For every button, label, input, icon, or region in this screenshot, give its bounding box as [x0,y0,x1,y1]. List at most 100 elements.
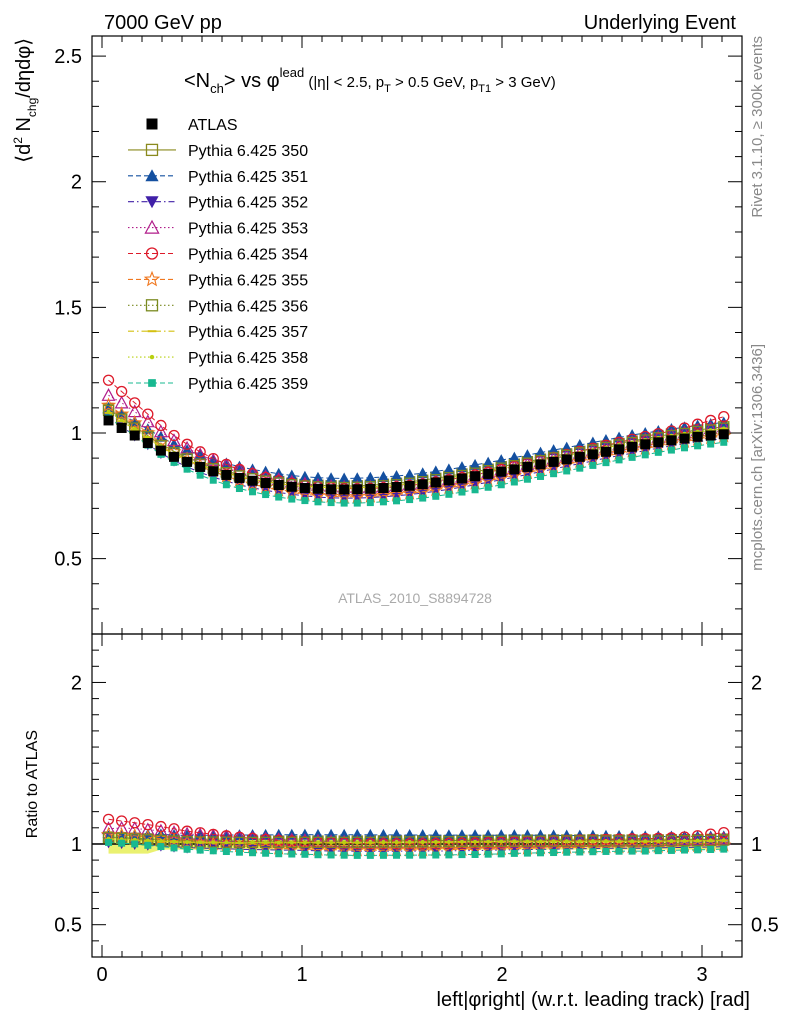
data-point [299,483,310,494]
data-point [470,471,481,482]
legend-marker [145,247,159,260]
main-y-tick-label: 1 [71,423,82,445]
data-point [301,497,309,505]
data-point [353,499,361,507]
svg-text:<Nch> vs φlead (|η| < 2.5, pT: <Nch> vs φlead (|η| < 2.5, pT > 0.5 GeV,… [184,65,556,96]
ratio-data-point [643,839,648,844]
data-point [692,431,703,442]
ratio-data-point [102,813,115,825]
ratio-data-point [523,849,531,857]
data-point [142,408,154,420]
data-point [132,426,137,431]
ratio-data-point [469,835,481,848]
legend-entry: Pythia 6.425 358 [128,350,308,367]
data-point [366,499,374,507]
ratio-data-point [157,843,165,851]
data-point [694,442,702,450]
legend-label: Pythia 6.425 354 [188,247,308,264]
ratio-data-point [196,846,204,854]
legend-entry: Pythia 6.425 354 [128,247,308,264]
data-point [561,454,572,465]
main-y-tick-label: 2 [71,172,82,194]
ratio-data-point [170,844,178,852]
ratio-data-point [420,840,425,845]
ratio-data-point [615,847,623,855]
ratio-data-point [276,840,281,845]
ratio-data-point [695,838,700,843]
data-point [602,459,610,467]
legend-label: Pythia 6.425 353 [188,221,308,238]
ratio-data-point [577,839,582,844]
data-point [429,465,442,477]
ratio-data-point [486,839,491,844]
ratio-data-point [315,840,320,845]
data-point [495,454,508,466]
data-point [508,451,521,463]
data-point [286,481,297,492]
ratio-data-point [180,826,195,840]
ratio-data-point [297,833,312,847]
data-point [182,456,193,467]
legend-label: Pythia 6.425 356 [188,298,308,315]
data-point [195,461,206,472]
ratio-data-point [144,841,152,849]
ratio-data-point [419,851,427,859]
ratio-data-point [589,848,597,856]
data-point [654,448,662,456]
data-point [221,469,232,480]
ratio-data-point [131,840,139,848]
legend-marker [145,143,159,157]
ratio-data-point [237,840,242,845]
data-point [393,497,401,505]
data-point [720,438,728,446]
ratio-data-point [473,839,478,844]
data-point [234,472,245,483]
data-point [563,467,571,475]
data-point [351,472,364,484]
main-y-tick-label: 2.5 [54,46,82,68]
ratio-data-point [351,846,364,858]
main-panel: 0.5 1 1.5 2 2.5 [54,35,743,635]
data-point [548,456,559,467]
ratio-y-tick-label-right: 2 [751,672,762,694]
data-point [443,475,454,486]
data-point [416,488,429,500]
ratio-data-point [207,828,219,841]
series-pythia-6-425-359 [105,414,728,507]
ratio-data-point [720,845,728,853]
data-point [445,490,453,498]
data-point [351,493,364,505]
ratio-data-point [407,840,412,845]
data-point [496,466,507,477]
data-point [273,480,284,491]
ratio-data-point [183,845,191,853]
ratio-data-point [394,840,399,845]
data-point [208,466,219,477]
ratio-data-point [716,831,731,845]
ratio-data-point [390,846,403,858]
data-point [100,397,117,412]
ratio-data-point [250,840,255,845]
ratio-data-point [403,846,416,858]
legend-marker [149,354,155,360]
ratio-data-point [603,839,608,844]
data-point [497,481,505,489]
data-point [222,481,230,489]
ratio-data-point [641,847,649,855]
data-point [455,461,468,473]
ratio-y-tick-label: 1 [71,834,82,856]
ratio-data-point [379,851,387,859]
ratio-data-point [355,840,360,845]
data-point [129,430,140,441]
data-point [406,496,414,504]
legend-entry: Pythia 6.425 351 [128,169,308,186]
data-point [640,439,651,450]
ratio-data-point [377,846,390,858]
data-point [574,451,585,462]
x-tick-label: 0 [96,964,107,986]
series-atlas [103,415,729,495]
ratio-data-point [406,851,414,859]
data-point [298,470,311,482]
data-point [168,429,180,442]
